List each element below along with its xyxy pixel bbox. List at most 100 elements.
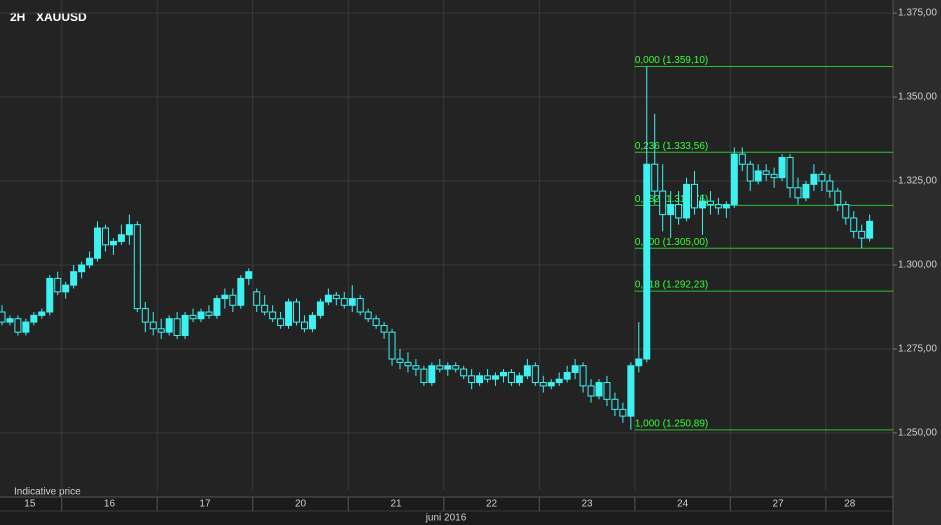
candle-body — [340, 298, 348, 306]
candle-body — [444, 365, 452, 370]
candle-body — [205, 311, 213, 316]
x-tick-label: 16 — [104, 499, 116, 510]
y-tick-label: 1.350,00 — [898, 92, 937, 103]
candle-body — [404, 361, 412, 367]
candle-body — [6, 318, 14, 323]
candle-body — [348, 298, 356, 306]
candle-body — [436, 365, 444, 370]
candle-body — [308, 314, 316, 330]
candle-body — [850, 217, 858, 232]
candle-body — [842, 204, 850, 219]
candle-body — [364, 311, 372, 320]
fib-label: 0,382 (1.317,76) — [635, 194, 708, 205]
candle-body — [762, 170, 770, 175]
candle-body — [30, 314, 38, 323]
y-axis-panel — [893, 0, 941, 525]
candle-body — [396, 358, 404, 363]
candle-body — [86, 257, 94, 266]
candle-body — [62, 284, 70, 293]
y-tick-label: 1.300,00 — [898, 260, 937, 271]
candle-body — [125, 224, 133, 236]
x-axis-label: juni 2016 — [425, 513, 467, 524]
candle-body — [452, 365, 460, 370]
candle-body — [70, 271, 78, 286]
candle-body — [14, 318, 22, 333]
candle-body — [778, 157, 786, 179]
candle-body — [300, 321, 308, 330]
candle-body — [332, 294, 340, 300]
candle-body — [691, 183, 699, 209]
candle-body — [293, 301, 301, 323]
candle-body — [492, 375, 500, 380]
fib-label: 0,500 (1.305,00) — [635, 237, 708, 248]
x-tick-label: 21 — [390, 499, 402, 510]
candle-body — [157, 328, 165, 333]
candle-body — [197, 311, 205, 320]
candle-body — [46, 277, 54, 313]
fib-label: 1,000 (1.250,89) — [635, 419, 708, 430]
candle-body — [619, 408, 627, 417]
candle-body — [269, 311, 277, 320]
candle-body — [683, 183, 691, 219]
fib-label: 0,618 (1.292,23) — [635, 280, 708, 291]
candle-body — [563, 371, 571, 380]
candle-body — [388, 331, 396, 360]
note: Indicative price — [14, 487, 81, 498]
candle-body — [722, 204, 730, 209]
candle-body — [101, 227, 109, 246]
candle-body — [468, 375, 476, 384]
candle-body — [372, 318, 380, 326]
candle-body — [499, 371, 507, 377]
candle-body — [412, 365, 420, 370]
candle-body — [587, 385, 595, 397]
candle-body — [165, 318, 173, 333]
candle-body — [810, 173, 818, 185]
candle-body — [802, 183, 810, 199]
x-tick-label: 20 — [295, 499, 307, 510]
candle-body — [181, 314, 189, 337]
candle-body — [420, 368, 428, 384]
candle-body — [675, 204, 683, 219]
x-tick-label: 23 — [581, 499, 593, 510]
candle-body — [476, 375, 484, 384]
candle-body — [539, 382, 547, 387]
candle-body — [356, 298, 364, 313]
x-tick-label: 24 — [677, 499, 689, 510]
fib-label: 0,000 (1.359,10) — [635, 55, 708, 66]
candle-body — [141, 308, 149, 323]
candle-body — [659, 190, 667, 216]
candle-body — [237, 277, 245, 306]
candle-body — [595, 382, 603, 397]
candle-body — [706, 200, 714, 206]
candle-body — [428, 365, 436, 384]
candle-body — [54, 277, 62, 293]
candle-body — [611, 398, 619, 410]
candle-body — [149, 321, 157, 330]
x-tick-label: 15 — [24, 499, 36, 510]
timeframe: 2H — [10, 10, 25, 24]
x-tick-label: 28 — [844, 499, 856, 510]
candle-body — [818, 173, 826, 182]
candle-body — [635, 358, 643, 367]
candle-body — [555, 378, 563, 384]
x-tick-label: 17 — [199, 499, 211, 510]
candle-body — [667, 204, 675, 216]
candle-body — [754, 170, 762, 182]
y-tick-label: 1.275,00 — [898, 344, 937, 355]
candle-body — [531, 365, 539, 384]
candle-body — [786, 157, 794, 189]
candle-body — [0, 311, 6, 323]
candle-body — [858, 230, 866, 239]
candle-body — [523, 365, 531, 377]
candle-body — [109, 240, 117, 246]
candle-body — [627, 365, 635, 417]
candle-body — [22, 321, 30, 333]
candle-body — [117, 234, 125, 242]
x-tick-label: 27 — [773, 499, 785, 510]
candle-body — [316, 301, 324, 316]
candle-body — [571, 365, 579, 373]
candle-body — [738, 153, 746, 165]
candle-body — [285, 301, 293, 326]
candle-body — [515, 375, 523, 384]
